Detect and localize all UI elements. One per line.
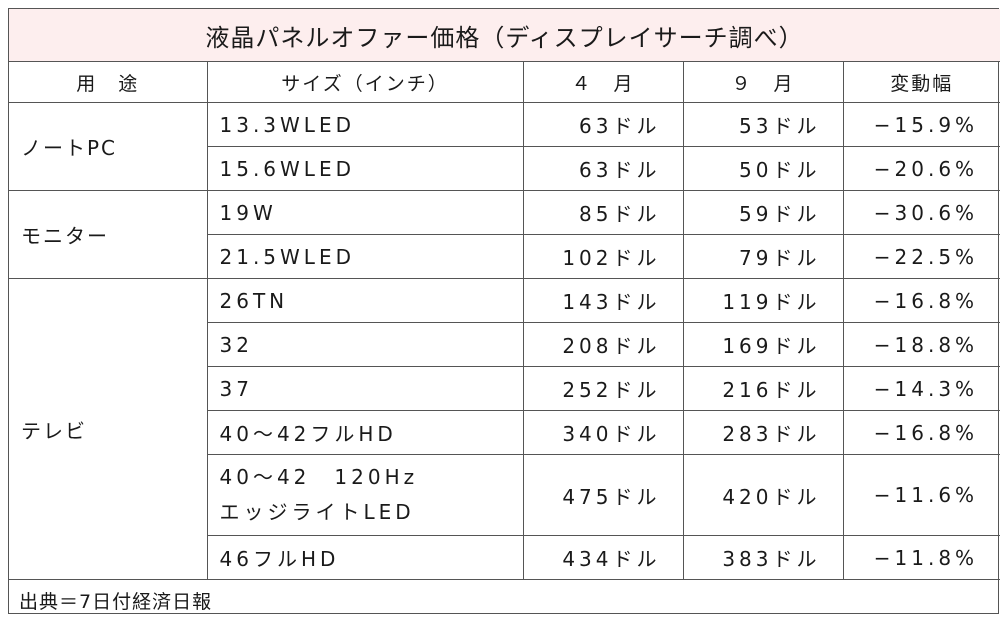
cell-april: 85ドル [522, 190, 684, 235]
cell-change: −11.6% [842, 454, 1001, 536]
cell-size: 40〜42フルHD [207, 410, 524, 455]
cell-change: −14.3% [842, 366, 1001, 411]
header-change: 変動幅 [842, 61, 1001, 103]
cell-change: −11.8% [842, 535, 1001, 580]
cell-change: −18.8% [842, 322, 1001, 367]
cell-change: −20.6% [842, 146, 1001, 191]
price-table: 液晶パネルオファー価格（ディスプレイサーチ調べ） 用 途 サイズ（インチ） ４ … [9, 9, 1001, 620]
cell-size-line2: エッジライトLED [219, 500, 415, 524]
cell-april: 143ドル [522, 278, 684, 323]
cell-size: 40〜42 120Hz エッジライトLED [207, 454, 524, 536]
cell-september: 169ドル [682, 322, 844, 367]
table-row: モニター 19W 85ドル 59ドル −30.6% [9, 190, 1001, 279]
table-title: 液晶パネルオファー価格（ディスプレイサーチ調べ） [9, 9, 1001, 62]
category-notebook: ノートPC [9, 102, 208, 191]
cell-april: 63ドル [522, 146, 684, 191]
table-row: 40〜42 120Hz エッジライトLED 475ドル 420ドル −11.6% [9, 454, 1001, 536]
source-note: 出典＝7日付経済日報 [9, 579, 1001, 620]
cell-size: 21.5WLED [207, 234, 524, 279]
header-september: ９ 月 [682, 61, 844, 103]
cell-september: 383ドル [682, 535, 844, 580]
cell-september: 50ドル [682, 146, 844, 191]
table-row: 46フルHD 434ドル 383ドル −11.8% [9, 535, 1001, 580]
cell-size: 26TN [206, 278, 524, 323]
header-row: 用 途 サイズ（インチ） ４ 月 ９ 月 変動幅 [9, 61, 1001, 103]
cell-change: −22.5% [842, 234, 1001, 279]
table-row: テレビ 26TN 143ドル 119ドル −16.8% [9, 278, 1001, 580]
table-row: 15.6WLED 63ドル 50ドル −20.6% [9, 146, 1001, 191]
cell-september: 119ドル [682, 278, 844, 323]
cell-april: 63ドル [522, 102, 684, 147]
header-size: サイズ（インチ） [206, 61, 524, 103]
cell-size: 46フルHD [207, 535, 524, 580]
cell-april: 252ドル [522, 366, 684, 411]
cell-april: 340ドル [522, 410, 684, 455]
cell-change: −15.9% [842, 102, 1001, 147]
cell-september: 216ドル [682, 366, 844, 411]
cell-september: 53ドル [682, 102, 844, 147]
cell-september: 420ドル [682, 454, 844, 536]
table-row: 37 252ドル 216ドル −14.3% [9, 366, 1001, 411]
header-april: ４ 月 [522, 61, 684, 103]
cell-change: −16.8% [842, 410, 1001, 455]
cell-september: 59ドル [682, 190, 844, 235]
category-tv: テレビ [9, 278, 208, 580]
cell-april: 475ドル [522, 454, 684, 536]
cell-september: 79ドル [682, 234, 844, 279]
cell-size: 37 [207, 366, 524, 411]
title-row: 液晶パネルオファー価格（ディスプレイサーチ調べ） [9, 9, 1001, 62]
cell-size: 13.3WLED [206, 102, 524, 147]
cell-size: 19W [206, 190, 524, 235]
cell-size-line1: 40〜42 120Hz [219, 465, 419, 489]
table-row: 40〜42フルHD 340ドル 283ドル −16.8% [9, 410, 1001, 455]
table-row: 21.5WLED 102ドル 79ドル −22.5% [9, 234, 1001, 279]
footer-row: 出典＝7日付経済日報 [9, 579, 1001, 620]
table-row: ノートPC 13.3WLED 63ドル 53ドル −15.9% [9, 102, 1001, 191]
cell-change: −16.8% [842, 278, 1001, 323]
category-monitor: モニター [9, 190, 208, 279]
cell-september: 283ドル [682, 410, 844, 455]
cell-size: 32 [207, 322, 524, 367]
cell-april: 208ドル [522, 322, 684, 367]
header-use: 用 途 [9, 61, 208, 103]
cell-change: −30.6% [842, 190, 1001, 235]
table-row: 32 208ドル 169ドル −18.8% [9, 322, 1001, 367]
price-table-panel: 液晶パネルオファー価格（ディスプレイサーチ調べ） 用 途 サイズ（インチ） ４ … [8, 8, 1001, 620]
cell-april: 102ドル [522, 234, 684, 279]
cell-size: 15.6WLED [207, 146, 524, 191]
cell-april: 434ドル [522, 535, 684, 580]
